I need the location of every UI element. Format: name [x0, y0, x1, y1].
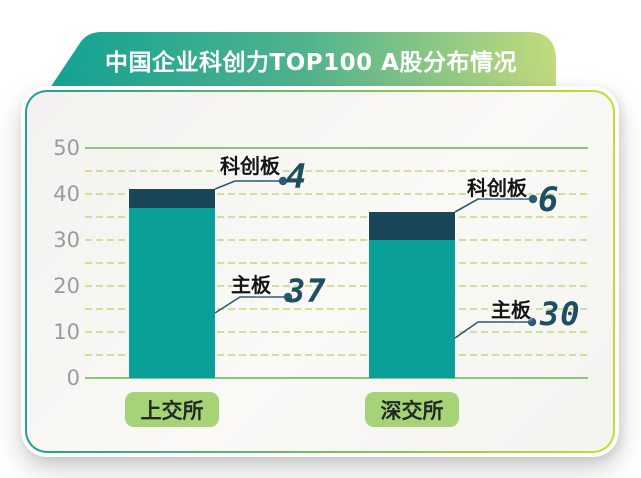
annotation-value-szse-main: 30	[540, 295, 581, 333]
annotation-value-sse-main: 37	[286, 272, 327, 310]
page-title: 中国企业科创力TOP100 A股分布情况	[105, 50, 517, 76]
y-axis-label: 0	[66, 366, 80, 390]
y-axis-label: 30	[53, 228, 80, 252]
annotation-dot	[528, 194, 538, 204]
gridline-45	[85, 170, 588, 172]
leader-line-szse-main	[454, 321, 528, 339]
annotation-label-sse-main: 主板	[231, 273, 271, 297]
banner-shape	[50, 32, 556, 88]
leader-line-sse-star	[214, 180, 279, 190]
bar-上交所	[129, 189, 215, 378]
annotation-value-sse-star: 4	[286, 157, 308, 197]
gridline-20	[85, 285, 588, 287]
annotation-value-szse-star: 6	[538, 180, 560, 220]
annotation-dot	[283, 292, 293, 302]
bar-segment-科创板	[369, 212, 455, 240]
gridline-30	[85, 239, 588, 241]
gridline-15	[85, 308, 588, 310]
y-axis-label: 20	[53, 274, 80, 298]
card-background	[27, 92, 613, 451]
card-gradient-border	[25, 90, 615, 453]
bar-segment-主板	[369, 240, 455, 378]
chart-card	[21, 86, 619, 457]
gridline-0	[85, 377, 588, 379]
leader-line-sse-main	[214, 296, 284, 314]
category-label-szse: 深交所	[365, 392, 459, 427]
annotation-label-sse-star: 科创板	[220, 154, 280, 178]
annotation-label-szse-star: 科创板	[467, 176, 527, 200]
category-label-sse: 上交所	[125, 392, 219, 427]
gridline-50	[85, 147, 588, 149]
bar-segment-科创板	[129, 189, 215, 208]
annotation-dot	[527, 317, 537, 327]
y-axis-label: 50	[53, 136, 80, 160]
bar-深交所	[369, 212, 455, 378]
gridline-40	[85, 193, 588, 195]
gridline-5	[85, 354, 588, 356]
title-banner: 中国企业科创力TOP100 A股分布情况	[50, 32, 556, 88]
gridline-25	[85, 262, 588, 264]
y-axis-label: 40	[53, 182, 80, 206]
gridline-35	[85, 216, 588, 218]
leader-line-szse-star	[454, 198, 529, 213]
y-axis-label: 10	[53, 320, 80, 344]
bar-segment-主板	[129, 207, 215, 378]
gridline-10	[85, 331, 588, 333]
annotation-label-szse-main: 主板	[491, 298, 531, 322]
annotation-dot	[278, 176, 288, 186]
